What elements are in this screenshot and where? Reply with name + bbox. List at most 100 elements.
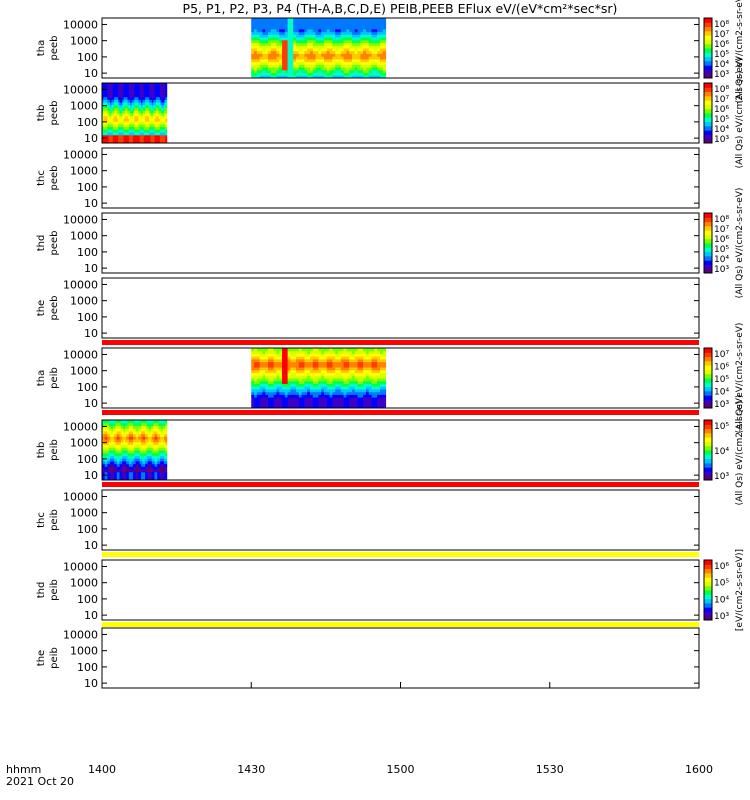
spectrogram-cell bbox=[382, 358, 387, 363]
spectrogram-cell bbox=[132, 466, 135, 470]
spectrogram-cell bbox=[340, 397, 345, 401]
spectrogram-cell bbox=[102, 455, 104, 459]
spectrogram-cell bbox=[304, 48, 308, 52]
spectrogram-cell bbox=[161, 107, 164, 111]
spectrogram-cell bbox=[127, 91, 130, 95]
colorbar-swatch bbox=[704, 83, 712, 88]
spectrogram-cell bbox=[149, 460, 152, 465]
spectrogram-cell bbox=[382, 20, 387, 24]
spectrogram-cell bbox=[114, 469, 116, 473]
spectrogram-cell bbox=[368, 42, 373, 46]
spectrogram-cell bbox=[128, 444, 131, 448]
spectrogram-cell bbox=[304, 37, 308, 41]
spectrogram-cell bbox=[340, 37, 345, 41]
spectrogram-cell bbox=[382, 58, 387, 63]
spectrogram-cell bbox=[157, 425, 160, 429]
spectrogram-cell bbox=[338, 378, 342, 382]
spectrogram-cell bbox=[112, 137, 115, 141]
spectrogram-cell bbox=[349, 397, 353, 401]
spectrogram-cell bbox=[120, 91, 123, 95]
spectrogram-cell bbox=[162, 83, 165, 87]
spectrogram-cell bbox=[254, 367, 258, 371]
y-tick-label: 10000 bbox=[63, 278, 98, 291]
spectrogram-cell bbox=[123, 460, 126, 465]
spectrogram-cell bbox=[304, 367, 308, 371]
spectrogram-cell bbox=[142, 444, 145, 448]
spectrogram-cell bbox=[126, 140, 129, 144]
spectrogram-cell bbox=[127, 129, 130, 133]
spectrogram-cell bbox=[268, 50, 272, 54]
spectrogram-cell bbox=[368, 61, 373, 65]
y-tick-label: 1000 bbox=[70, 295, 98, 308]
spectrogram-cell bbox=[374, 53, 378, 57]
spectrogram-cell bbox=[265, 348, 269, 352]
spectrogram-cell bbox=[127, 88, 130, 92]
spectrogram-cell bbox=[126, 113, 129, 117]
spectrogram-cell bbox=[332, 26, 336, 30]
spectrogram-cell bbox=[132, 444, 135, 448]
spectrogram-cell bbox=[143, 123, 146, 128]
spectrogram-cell bbox=[107, 137, 110, 141]
spectrogram-cell bbox=[265, 31, 269, 35]
spectrogram-cell bbox=[147, 452, 150, 456]
spectrogram-cell bbox=[134, 91, 137, 95]
spectrogram-cell bbox=[326, 72, 331, 76]
spectrogram-cell bbox=[351, 28, 356, 33]
spectrogram-cell bbox=[340, 369, 345, 374]
spectrogram-cell bbox=[284, 397, 289, 401]
spectrogram-cell bbox=[371, 23, 375, 27]
spectrogram-cell bbox=[256, 26, 261, 30]
colorbar-swatch bbox=[704, 365, 712, 370]
spectrogram-cell bbox=[301, 31, 305, 35]
spectrogram-cell bbox=[273, 367, 277, 371]
spectrogram-cell bbox=[115, 134, 118, 139]
spectrogram-cell bbox=[268, 372, 272, 376]
spectrogram-cell bbox=[270, 388, 275, 393]
spectrogram-cell bbox=[103, 436, 106, 440]
spectrogram-cell bbox=[273, 361, 277, 365]
spectrogram-cell bbox=[122, 83, 125, 87]
spectrogram-cell bbox=[131, 91, 134, 95]
spectrogram-cell bbox=[127, 107, 130, 111]
spectrogram-cell bbox=[298, 75, 303, 79]
spectrogram-cell bbox=[365, 18, 370, 22]
spectrogram-cell bbox=[107, 140, 110, 144]
spectrogram-cell bbox=[357, 375, 361, 379]
spectrogram-cell bbox=[268, 28, 272, 33]
spectrogram-cell bbox=[338, 348, 342, 352]
spectrogram-cell bbox=[122, 140, 125, 144]
spectrogram-cell bbox=[146, 428, 149, 432]
x-tick-label: 1600 bbox=[685, 763, 713, 776]
spectrogram-cell bbox=[157, 444, 160, 448]
spectrogram-cell bbox=[329, 58, 333, 63]
spectrogram-cell bbox=[377, 369, 381, 374]
spectrogram-cell bbox=[158, 428, 161, 432]
colorbar-swatch bbox=[704, 403, 712, 409]
spectrogram-cell bbox=[262, 26, 266, 30]
spectrogram-cell bbox=[116, 430, 119, 435]
spectrogram-cell bbox=[162, 129, 165, 133]
spectrogram-cell bbox=[298, 364, 303, 368]
spectrogram-cell bbox=[290, 61, 294, 65]
spectrogram-cell bbox=[290, 56, 294, 60]
spectrogram-cell bbox=[111, 126, 114, 130]
spectrogram-cell bbox=[351, 64, 356, 68]
spectrogram-cell bbox=[155, 104, 158, 109]
spectrogram-cell bbox=[142, 107, 145, 111]
spectrogram-cell bbox=[163, 420, 166, 424]
spectrogram-cell bbox=[335, 37, 339, 41]
spectrogram-cell bbox=[259, 353, 263, 357]
spectrogram-cell bbox=[141, 104, 143, 109]
spectrogram-cell bbox=[128, 107, 131, 111]
spectrogram-cell bbox=[357, 402, 361, 406]
spectrogram-cell bbox=[124, 134, 127, 139]
spectrogram-cell bbox=[157, 474, 160, 478]
spectrogram-cell bbox=[365, 378, 370, 382]
spectrogram-cell bbox=[254, 26, 258, 30]
spectrogram-cell bbox=[153, 463, 156, 467]
spectrogram-cell bbox=[279, 31, 283, 35]
spectrogram-cell bbox=[155, 93, 158, 98]
spectrogram-cell bbox=[118, 129, 121, 133]
spectrogram-cell bbox=[310, 356, 314, 360]
